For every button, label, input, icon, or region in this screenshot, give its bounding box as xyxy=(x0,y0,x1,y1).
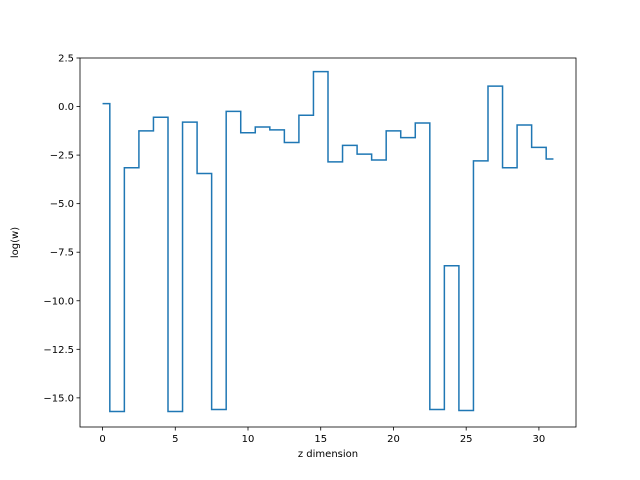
y-tick-label: −10.0 xyxy=(43,296,74,307)
y-tick-label: −5.0 xyxy=(50,199,74,210)
series-layer xyxy=(102,70,554,413)
y-axis-ticks: 2.5 0.0 −2.5 −5.0 −7.5 −10.0 −12.5 −15.0 xyxy=(43,54,80,404)
y-tick-label: 2.5 xyxy=(58,54,74,65)
axes-frame xyxy=(79,57,577,428)
y-tick-label: −12.5 xyxy=(43,345,74,356)
x-tick-label: 10 xyxy=(242,434,255,445)
x-tick-label: 30 xyxy=(533,434,546,445)
y-tick-label: −15.0 xyxy=(43,393,74,404)
x-axis-ticks: 0 5 10 15 20 25 30 xyxy=(99,427,545,445)
x-tick-label: 15 xyxy=(314,434,327,445)
y-tick-label: −2.5 xyxy=(50,151,74,162)
x-tick-label: 20 xyxy=(387,434,400,445)
series-step-line xyxy=(102,70,554,413)
x-tick-label: 25 xyxy=(460,434,473,445)
x-tick-label: 0 xyxy=(99,434,105,445)
y-axis-label: log(w) xyxy=(10,227,21,258)
x-axis-label: z dimension xyxy=(298,449,358,460)
x-tick-label: 5 xyxy=(172,434,178,445)
y-tick-label: 0.0 xyxy=(58,102,74,113)
plot-area xyxy=(79,57,577,428)
y-tick-label: −7.5 xyxy=(50,248,74,259)
